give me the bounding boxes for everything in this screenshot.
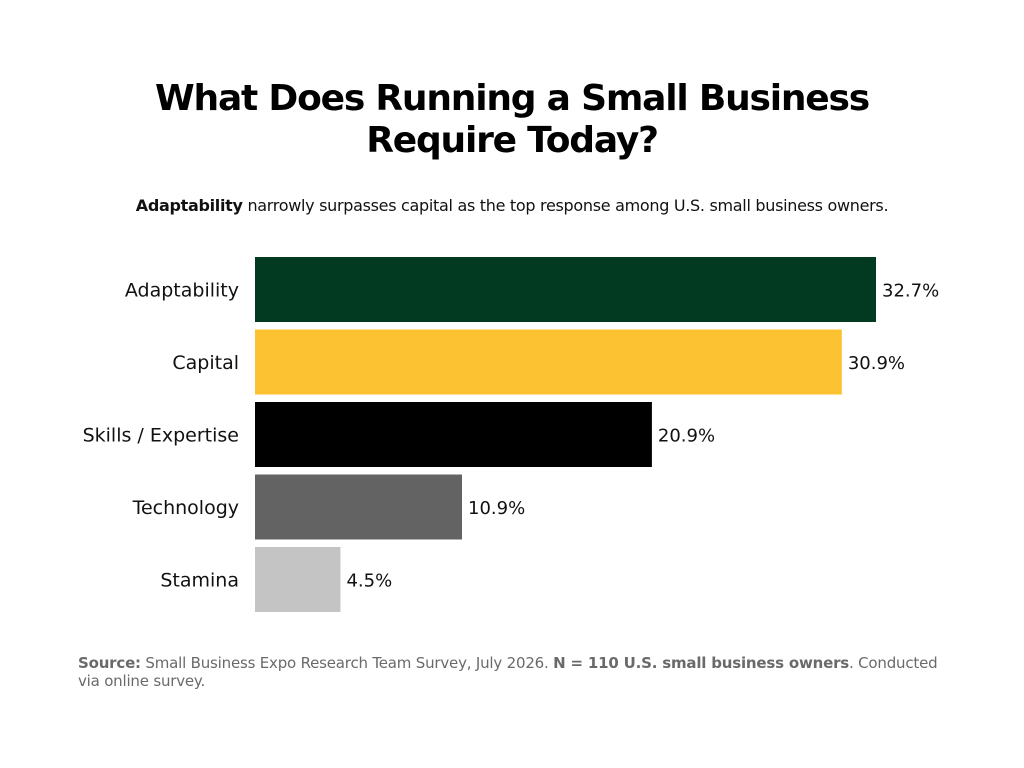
chart-subtitle: Adaptability narrowly surpasses capital … <box>0 195 1024 217</box>
bar-technology <box>255 474 462 540</box>
bar-capital <box>255 329 842 395</box>
subtitle-highlight: Adaptability <box>135 196 243 215</box>
chart-title: What Does Running a Small Business Requi… <box>0 78 1024 162</box>
value-label: 32.7% <box>882 281 939 302</box>
category-label: Skills / Expertise <box>83 425 239 447</box>
sample-size: N = 110 U.S. small business owners <box>553 654 850 672</box>
source-note: Source: Small Business Expo Research Tea… <box>78 654 958 690</box>
source-text: Small Business Expo Research Team Survey… <box>140 654 554 672</box>
bar-adaptability <box>255 257 876 322</box>
value-label: 4.5% <box>346 571 392 592</box>
subtitle-text: narrowly surpasses capital as the top re… <box>242 196 889 215</box>
category-label: Technology <box>132 497 239 519</box>
value-label: 30.9% <box>848 353 905 374</box>
value-label: 10.9% <box>468 498 525 519</box>
chart-title-line-1: What Does Running a Small Business <box>155 78 870 119</box>
chart-title-line-2: Require Today? <box>366 120 659 161</box>
source-method: . Conducted via online survey. <box>78 654 938 690</box>
category-label: Capital <box>172 352 239 374</box>
category-label: Stamina <box>160 570 239 592</box>
category-label: Adaptability <box>125 280 239 302</box>
value-label: 20.9% <box>658 426 715 447</box>
bar-skills-expertise <box>255 402 652 467</box>
source-label: Source: <box>78 654 141 672</box>
bar-stamina <box>255 547 341 612</box>
